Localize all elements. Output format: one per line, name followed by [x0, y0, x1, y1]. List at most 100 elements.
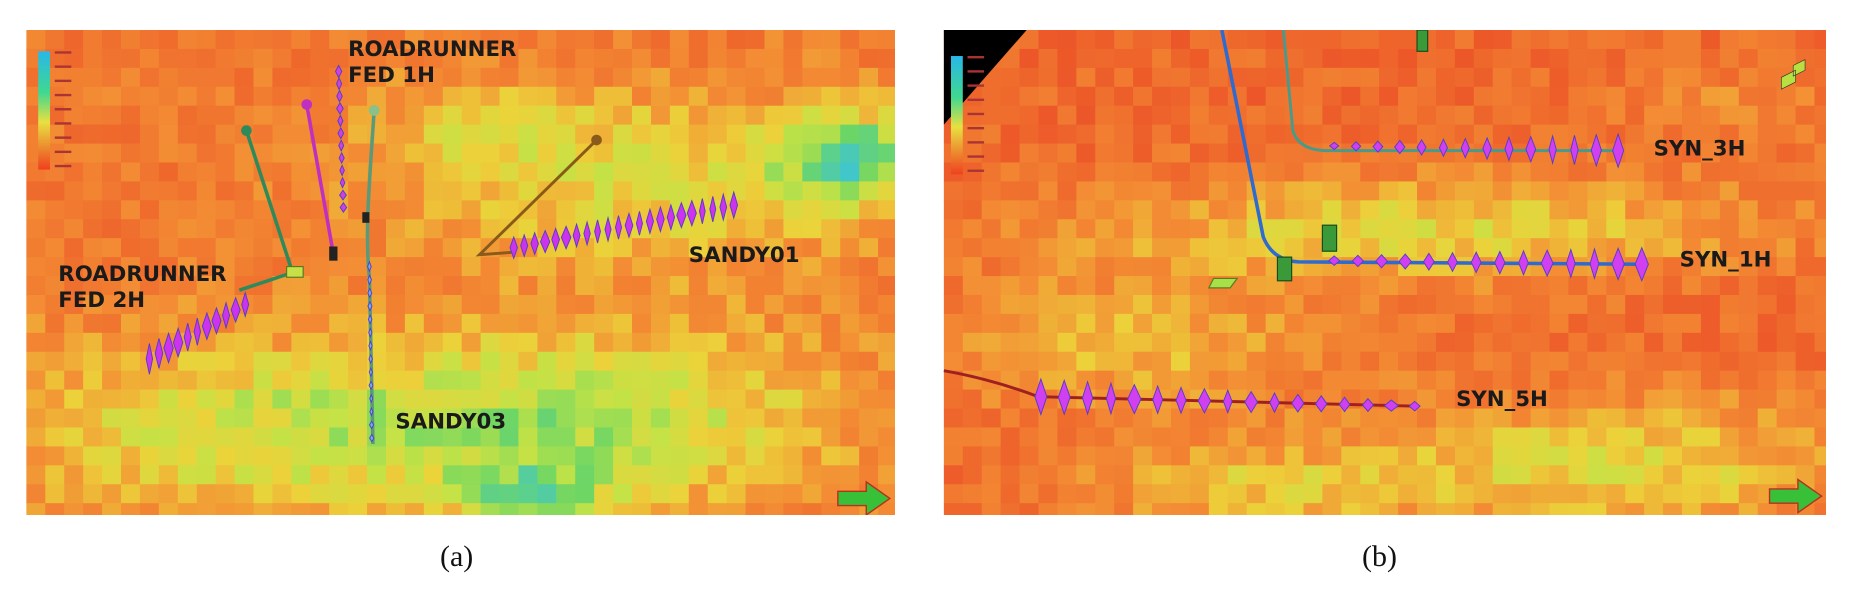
- heatmap-cell: [1170, 257, 1191, 277]
- heatmap-cell: [1076, 67, 1096, 88]
- heatmap-cell: [1170, 162, 1191, 183]
- heatmap-cell: [442, 276, 463, 296]
- heatmap-cell: [669, 181, 690, 201]
- heatmap-cell: [613, 143, 633, 164]
- heatmap-cell: [1170, 294, 1191, 315]
- heatmap-cell: [981, 503, 1002, 515]
- heatmap-cell: [726, 389, 747, 410]
- heatmap-cell: [783, 124, 803, 145]
- heatmap-cell: [1095, 48, 1115, 69]
- heatmap-cell: [1663, 86, 1683, 107]
- heatmap-cell: [1549, 30, 1570, 50]
- heatmap-cell: [632, 446, 652, 466]
- heatmap-cell: [613, 181, 633, 201]
- heatmap-cell: [1814, 484, 1826, 504]
- heatmap-cell: [1568, 105, 1588, 126]
- heatmap-cell: [632, 48, 652, 69]
- heatmap-cell: [1152, 181, 1172, 201]
- heatmap-cell: [291, 484, 311, 504]
- heatmap-cell: [1170, 219, 1191, 239]
- north-arrow: [837, 480, 892, 515]
- heatmap-cell: [1000, 465, 1021, 485]
- heatmap-cell: [64, 484, 84, 504]
- heatmap-cell: [45, 503, 65, 515]
- heatmap-cell: [943, 332, 964, 353]
- heatmap-cell: [1663, 408, 1683, 429]
- heatmap-cell: [1246, 48, 1267, 69]
- heatmap-cell: [1019, 67, 1040, 88]
- heatmap-cell: [707, 332, 728, 353]
- well-path: [1220, 30, 1642, 266]
- heatmap-cell: [556, 484, 576, 504]
- heatmap-cell: [499, 427, 520, 447]
- heatmap-cell: [859, 370, 879, 391]
- heatmap-cell: [1530, 294, 1551, 315]
- heatmap-cell: [1606, 124, 1626, 145]
- heatmap-cell: [1549, 408, 1570, 429]
- heatmap-cell: [64, 257, 84, 277]
- heatmap-cell: [1814, 219, 1826, 239]
- heatmap-cell: [329, 389, 349, 410]
- heatmap-cell: [83, 313, 103, 334]
- heatmap-cell: [1246, 86, 1267, 107]
- heatmap-cell: [480, 351, 501, 372]
- heatmap-cell: [1095, 162, 1115, 183]
- heatmap-cell: [726, 408, 747, 429]
- heatmap-cell: [26, 219, 46, 239]
- heatmap-cell: [802, 294, 822, 315]
- heatmap-cell: [1530, 370, 1551, 391]
- heatmap-cell: [1019, 427, 1040, 447]
- perforation-marker: [368, 366, 373, 378]
- heatmap-cell: [575, 427, 595, 447]
- heatmap-cell: [613, 446, 633, 466]
- heatmap-cell: [310, 105, 330, 126]
- heatmap-cell: [1133, 200, 1153, 220]
- heatmap-cell: [764, 408, 785, 429]
- heatmap-cell: [783, 200, 803, 220]
- heatmap-cell: [726, 67, 747, 88]
- heatmap-cell: [1398, 408, 1418, 429]
- heatmap-cell: [461, 143, 482, 164]
- heatmap-cell: [518, 389, 538, 410]
- heatmap-cell: [1757, 389, 1778, 410]
- heatmap-cell: [83, 465, 103, 485]
- heatmap-cell: [272, 276, 292, 296]
- heatmap-cell: [1644, 389, 1664, 410]
- heatmap-cell: [367, 86, 387, 107]
- heatmap-cell: [121, 238, 141, 258]
- heatmap-cell: [840, 370, 860, 391]
- heatmap-cell: [1417, 219, 1437, 239]
- heatmap-cell: [1606, 48, 1626, 69]
- heatmap-cell: [821, 389, 841, 410]
- heatmap-cell: [83, 200, 103, 220]
- heatmap-cell: [1700, 351, 1721, 372]
- heatmap-cell: [1738, 67, 1759, 88]
- heatmap-cell: [139, 313, 160, 334]
- perforation-marker: [1328, 141, 1340, 151]
- heatmap-cell: [1398, 67, 1418, 88]
- heatmap-cell: [764, 294, 785, 315]
- heatmap-cell: [707, 124, 728, 145]
- heatmap-cell: [726, 219, 747, 239]
- heatmap-cell: [1606, 503, 1626, 515]
- heatmap-cell: [745, 48, 766, 69]
- heatmap-cell: [442, 257, 463, 277]
- heatmap-cell: [1417, 238, 1437, 258]
- heatmap-cell: [215, 67, 236, 88]
- heatmap-cell: [821, 86, 841, 107]
- heatmap-cell: [348, 408, 368, 429]
- heatmap-cell: [650, 30, 671, 50]
- heatmap-cell: [518, 484, 538, 504]
- heatmap-cell: [802, 351, 822, 372]
- heatmap-cell: [253, 313, 274, 334]
- heatmap-cell: [102, 30, 122, 50]
- perforation-marker: [1518, 249, 1529, 277]
- heatmap-cell: [1379, 313, 1399, 334]
- heatmap-cell: [310, 294, 330, 315]
- heatmap-cell: [1170, 86, 1191, 107]
- heatmap-cell: [158, 389, 179, 410]
- heatmap-cell: [177, 238, 198, 258]
- heatmap-cell: [158, 162, 179, 183]
- heatmap-cell: [158, 294, 179, 315]
- heatmap-cell: [1019, 294, 1040, 315]
